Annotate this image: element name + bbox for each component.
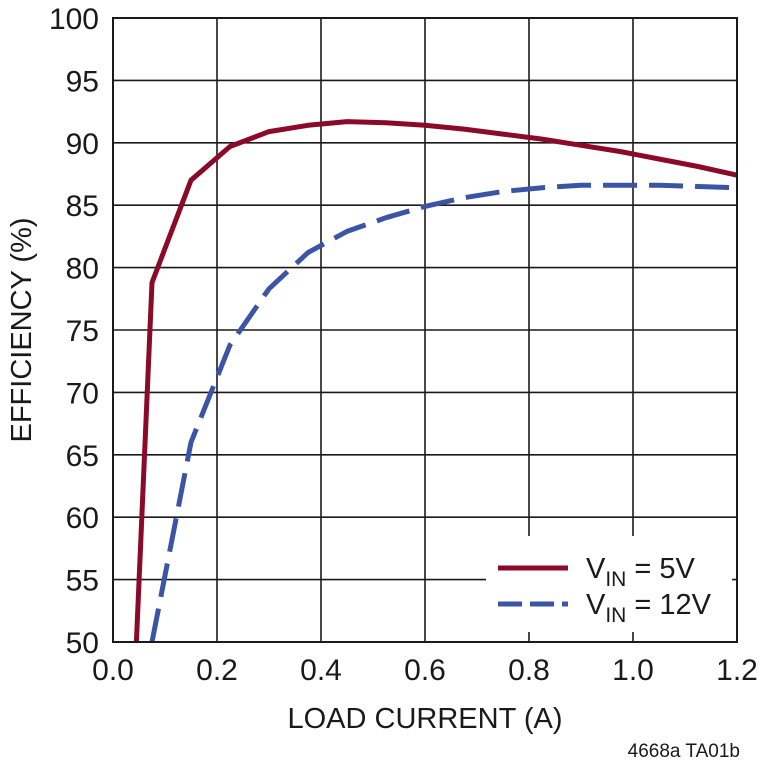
y-tick-label: 65	[66, 440, 99, 473]
legend-label-subscript: IN	[605, 568, 626, 591]
legend-label-subscript: IN	[605, 604, 626, 627]
y-tick-label: 100	[49, 3, 99, 36]
legend-label-vin-12v: VIN = 12V	[586, 589, 712, 627]
series-line-vin-12v	[149, 182, 738, 643]
y-tick-label: 55	[66, 565, 99, 598]
tick-labels: 0.0 0.2 0.4 0.6 0.8 1.0 1.2 50 55 60 65 70 75 80 85 90 9…	[49, 3, 758, 687]
x-tick-label: 0.0	[92, 654, 134, 687]
y-axis-label: EFFICIENCY (%)	[6, 217, 38, 442]
x-tick-label: 1.0	[612, 654, 654, 687]
legend-label-vin-5v: VIN = 5V	[586, 553, 696, 591]
legend-label-main: V	[586, 553, 606, 585]
legend: VIN = 5V VIN = 12V	[486, 536, 732, 632]
y-tick-label: 85	[66, 190, 99, 223]
y-tick-label: 70	[66, 377, 99, 410]
plot-frame	[112, 17, 738, 643]
y-tick-label: 60	[66, 502, 99, 535]
y-tick-label: 80	[66, 253, 99, 286]
y-tick-label: 50	[66, 627, 99, 660]
x-tick-label: 0.4	[300, 654, 342, 687]
legend-label-rest: = 5V	[626, 553, 695, 585]
legend-label-main: V	[586, 589, 606, 621]
x-axis-label: LOAD CURRENT (A)	[288, 703, 563, 735]
figure-code: 4668a TA01b	[628, 741, 740, 762]
x-tick-label: 1.2	[716, 654, 758, 687]
x-tick-label: 0.2	[196, 654, 238, 687]
x-tick-label: 0.6	[404, 654, 446, 687]
series-line-vin-5v	[133, 119, 738, 643]
series-lines	[133, 119, 738, 643]
legend-label-rest: = 12V	[626, 589, 711, 621]
legend-background	[486, 536, 732, 632]
y-tick-label: 90	[66, 128, 99, 161]
y-tick-label: 75	[66, 315, 99, 348]
x-tick-label: 0.8	[508, 654, 550, 687]
y-tick-label: 95	[66, 65, 99, 98]
